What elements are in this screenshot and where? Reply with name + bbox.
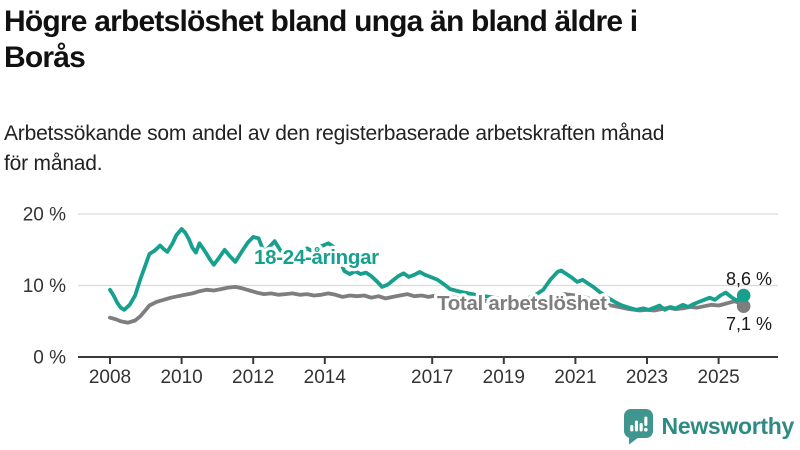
x-axis-label-2014: 2014 (304, 367, 347, 388)
y-axis-label-0: 0 % (33, 348, 66, 369)
x-axis-label-2012: 2012 (232, 367, 274, 388)
page-subtitle-line-2: för månad. (4, 152, 103, 175)
series-label-young: 18-24-åringar (254, 246, 379, 269)
series-line-total (108, 284, 746, 325)
x-axis-label-2017: 2017 (411, 367, 453, 388)
end-value-label-young: 8,6 % (726, 269, 772, 289)
page-title-line-1: Högre arbetslöshet bland unga än bland ä… (4, 5, 638, 38)
end-dot-young (736, 288, 751, 303)
x-axis-label-2010: 2010 (160, 367, 202, 388)
x-axis-label-2023: 2023 (626, 367, 668, 388)
end-value-label-total: 7,1 % (726, 314, 772, 334)
page-subtitle: Arbetssökande som andel av den registerb… (4, 119, 784, 179)
page-subtitle-line-1: Arbetssökande som andel av den registerb… (4, 122, 665, 145)
newsworthy-wordmark: Newsworthy (661, 412, 795, 439)
end-dot-total (736, 299, 751, 314)
y-axis-label-20: 20 % (23, 205, 66, 226)
y-axis-label-10: 10 % (23, 276, 66, 297)
x-axis-label-2025: 2025 (697, 367, 739, 388)
series-label-total: Total arbetslöshet (437, 292, 607, 315)
x-axis-label-2008: 2008 (89, 367, 131, 388)
x-axis-label-2021: 2021 (554, 367, 596, 388)
newsworthy-bar-chart-bubble-icon (623, 409, 653, 445)
page-title-line-2: Borås (4, 41, 86, 74)
newsworthy-logo[interactable]: Newsworthy (622, 407, 794, 445)
x-axis-label-2019: 2019 (483, 367, 525, 388)
page-title: Högre arbetslöshet bland unga än bland ä… (4, 4, 784, 76)
series-line-young (108, 227, 746, 312)
